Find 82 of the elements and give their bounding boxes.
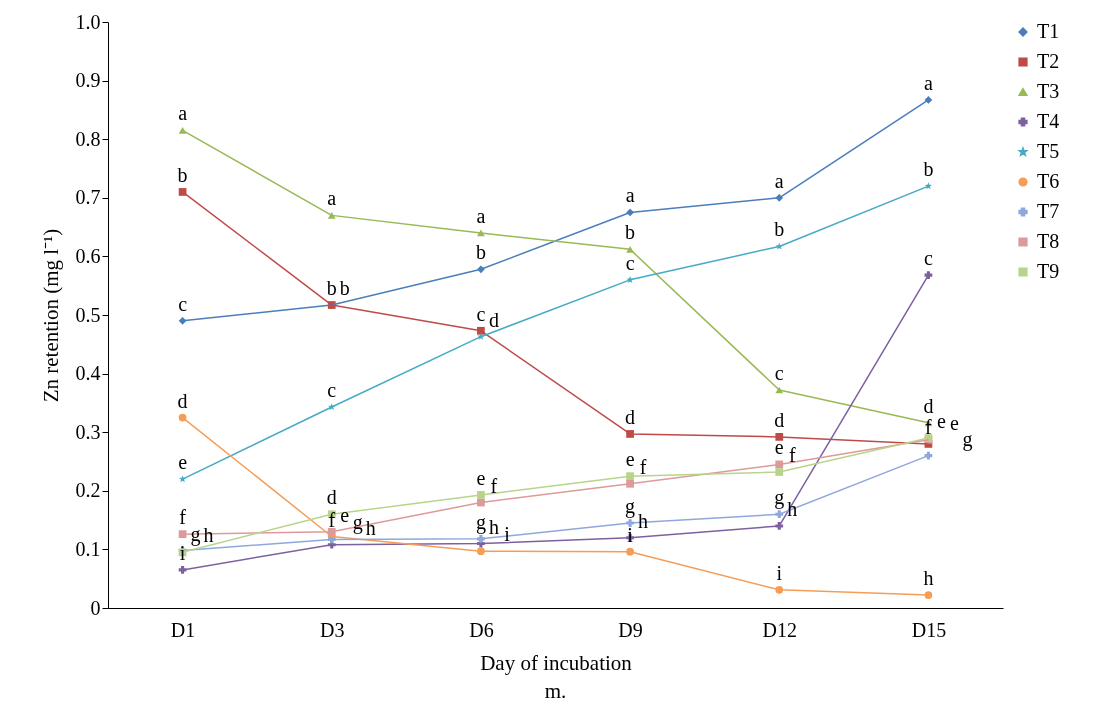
y-tick-label: 0.3 (75, 420, 101, 443)
annotation: e (774, 436, 784, 459)
annotation: b (475, 241, 486, 264)
annotation: g (625, 495, 636, 519)
annotation: h (365, 516, 376, 539)
x-tick-label: D15 (911, 618, 947, 641)
annotation: g (475, 510, 486, 534)
annotation: a (178, 102, 188, 125)
y-tick-label: 0.1 (75, 537, 101, 560)
x-tick-label: D9 (618, 618, 643, 641)
legend-label: T8 (1037, 230, 1060, 252)
x-tick-label: D3 (320, 618, 345, 641)
annotation: c (625, 251, 635, 274)
y-tick-label: 0.9 (75, 69, 101, 92)
annotation: g (190, 522, 201, 546)
annotation: d (177, 389, 188, 412)
annotation: d (625, 405, 636, 428)
annotation: f (179, 506, 187, 529)
annotation: e (178, 451, 188, 474)
annotation: b (326, 277, 337, 300)
annotation: g (352, 511, 363, 535)
annotation: c (327, 379, 337, 401)
y-tick-label: 0 (90, 596, 101, 619)
legend-label: T6 (1037, 170, 1060, 192)
annotation: d (326, 486, 337, 509)
y-tick-label: 0.2 (75, 479, 101, 502)
x-tick-label: D6 (469, 618, 494, 641)
annotation: c (178, 292, 188, 315)
annotation: a (327, 187, 337, 210)
annotation: a (774, 169, 784, 192)
annotation: g (962, 427, 973, 451)
legend-label: T9 (1037, 260, 1060, 282)
annotation: b (177, 163, 188, 186)
annotation: h (638, 509, 649, 532)
annotation: g (774, 486, 785, 510)
annotation: c (923, 247, 933, 270)
annotation: c (476, 302, 486, 325)
annotation: b (339, 277, 350, 300)
annotation: h (488, 515, 499, 538)
annotation: b (625, 221, 636, 244)
annotation: i (179, 541, 186, 564)
annotation: a (923, 71, 933, 94)
legend-label: T1 (1037, 20, 1060, 42)
legend-label: T4 (1037, 110, 1060, 132)
annotation: d (923, 394, 934, 417)
y-tick-label: 0.8 (75, 127, 101, 150)
annotation: d (774, 408, 785, 431)
annotation: h (787, 497, 798, 520)
annotation: c (774, 362, 784, 385)
annotation: e (949, 411, 959, 434)
y-tick-label: 0.6 (75, 244, 101, 267)
annotation: e (625, 448, 635, 471)
annotation: f (328, 508, 336, 531)
annotation: f (490, 474, 498, 497)
legend-label: T7 (1037, 200, 1060, 222)
annotation: i (627, 523, 634, 546)
x-axis-title: Day of incubation (480, 650, 633, 675)
legend-label: T3 (1037, 80, 1060, 102)
text: m. (544, 679, 567, 703)
annotation: e (476, 466, 486, 489)
legend-label: T2 (1037, 50, 1060, 72)
annotation: b (923, 158, 934, 181)
annotation: a (625, 184, 635, 207)
annotation: h (923, 567, 934, 590)
y-tick-label: 0.4 (75, 362, 101, 385)
annotation: h (203, 524, 214, 547)
y-tick-label: 0.7 (75, 186, 101, 209)
y-tick-label: 0.5 (75, 303, 101, 326)
annotation: a (476, 204, 486, 227)
x-tick-label: D12 (762, 618, 797, 641)
annotation: i (776, 561, 783, 584)
annotation: b (774, 218, 785, 241)
y-axis-title: Zn retention (mg l⁻¹) (38, 228, 63, 403)
annotation: e (340, 503, 350, 526)
annotation: d (488, 308, 499, 331)
y-tick-label: 1.0 (75, 10, 101, 33)
annotation: f (639, 455, 647, 478)
annotation: f (788, 444, 796, 467)
annotation: e (936, 410, 946, 433)
legend-label: T5 (1037, 140, 1060, 162)
x-tick-label: D1 (170, 618, 196, 641)
annotation: i (504, 523, 511, 546)
